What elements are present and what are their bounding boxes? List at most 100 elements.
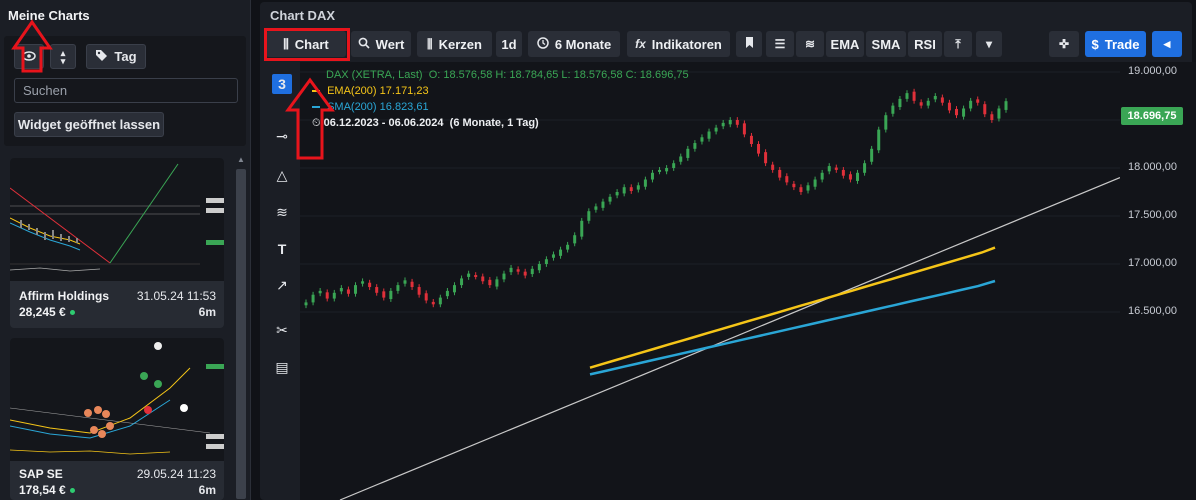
my-charts-panel: Meine Charts ▴▾ Tag Widget geöffnet lass… [0,0,251,500]
scroll-thumb[interactable] [236,169,246,499]
y-tick-label: 19.000,00 [1128,65,1177,77]
candle [346,289,350,294]
candle [566,244,570,250]
upload-icon: ⤒ [955,36,961,51]
candles-label: Kerzen [438,36,482,52]
rsi-label: RSI [914,36,936,52]
candle [919,102,923,106]
candle [375,287,379,293]
sort-button[interactable]: ▴ ▾ [50,44,76,69]
value-button[interactable]: Wert [351,31,411,57]
trade-button[interactable]: $ Trade [1085,31,1146,57]
fullscreen-button[interactable]: ✜ [1049,31,1079,57]
ema-legend-value: 17.171,23 [379,85,429,97]
candle [933,96,937,100]
candle [622,187,626,194]
more-dropdown[interactable]: ▾ [976,31,1002,57]
candle [870,148,874,162]
candle [757,144,761,154]
candle [382,291,386,298]
legend-ema: EMA(200) 17.171,23 [312,83,689,99]
arrow-icon[interactable]: ↗ [276,277,288,293]
add-drawing-icon[interactable]: 3 [272,74,292,94]
candle [940,97,944,103]
fibonacci-icon[interactable]: ≋ [276,204,288,220]
compare-button[interactable]: ≋ [796,31,824,57]
keep-widget-open-button[interactable]: Widget geöffnet lassen [14,112,164,137]
tag-button[interactable]: Tag [86,44,146,69]
candle [516,269,520,272]
candle [1004,101,1008,110]
candle [792,183,796,188]
candle [467,273,471,277]
delete-icon[interactable]: ▤ [275,359,289,375]
sort-icon: ▴ ▾ [60,47,66,66]
candle [955,108,959,116]
sma-button[interactable]: SMA [866,31,906,57]
range-label: 6 Monate [554,36,612,52]
candle [502,273,506,280]
chart-panel-title: Chart DAX [270,8,336,23]
chart-toolbar: ⫼ Chart Wert ⫼ Kerzen 1d 6 Monate fx Indika… [260,31,1192,59]
menu-lines-icon: ☰ [774,37,786,51]
compare-icon: ≋ [804,37,816,51]
y-tick-label: 17.500,00 [1128,209,1177,221]
fx-icon: fx [635,37,646,51]
cards-scrollbar[interactable]: ▲ [235,155,247,500]
price-axis[interactable] [1120,62,1196,500]
ema-button[interactable]: EMA [826,31,864,57]
sma-swatch [312,106,320,109]
card-date: 29.05.24 11:23 [136,467,216,481]
candle [389,290,393,300]
candle [947,102,951,111]
legend-sma: SMA(200) 16.823,61 [312,99,689,115]
chart-legend: DAX (XETRA, Last) O: 18.576,58 H: 18.784… [312,67,689,131]
candle [481,276,485,282]
arrow-up-icon [285,77,335,160]
export-button[interactable]: ⤒ [944,31,972,57]
candlestick-icon: ⫼ [427,36,433,51]
price-chart[interactable] [300,62,1121,500]
candle [410,281,414,288]
card-name: SAP SE [19,467,63,481]
candles-button[interactable]: ⫼ Kerzen [417,31,492,57]
candle [629,187,633,192]
bookmark-button[interactable] [736,31,762,57]
range-button[interactable]: 6 Monate [528,31,620,57]
candle [714,127,718,132]
tools-icon[interactable]: ✂ [276,322,288,338]
chart-thumbnail [10,158,224,281]
candle [361,281,365,284]
interval-button[interactable]: 1d [496,31,522,57]
candle [742,123,746,135]
candle [728,120,732,125]
indicators-button[interactable]: fx Indikatoren [627,31,730,57]
candle [884,115,888,130]
candle [848,174,852,180]
layers-button[interactable]: ☰ [766,31,794,57]
horizontal-line-icon[interactable]: ⊸ [276,128,288,144]
candle [665,168,669,172]
search-input[interactable] [14,78,238,103]
collapse-button[interactable]: ◂ [1152,31,1182,57]
triangle-icon[interactable]: △ [276,167,288,183]
candle [707,131,711,139]
scroll-up-icon[interactable]: ▲ [237,155,245,164]
rsi-button[interactable]: RSI [908,31,942,57]
candle [891,105,895,114]
candle [799,187,803,192]
candle [339,288,343,292]
candle [643,179,647,187]
ema-label: EMA [830,36,860,52]
chart-type-button[interactable]: ⫼ Chart [266,31,346,57]
candle [601,201,605,208]
card-date: 31.05.24 11:53 [136,289,216,303]
clock-icon [537,36,549,52]
bookmark-icon [745,37,754,51]
caret-down-icon: ▾ [985,37,993,51]
chart-card-sap[interactable]: SAP SE 29.05.24 11:23 178,54 € 6m [10,338,224,500]
candle [658,169,662,172]
text-icon[interactable]: T [277,241,287,257]
chart-card-affirm[interactable]: Affirm Holdings 31.05.24 11:53 28,245 € … [10,158,224,328]
